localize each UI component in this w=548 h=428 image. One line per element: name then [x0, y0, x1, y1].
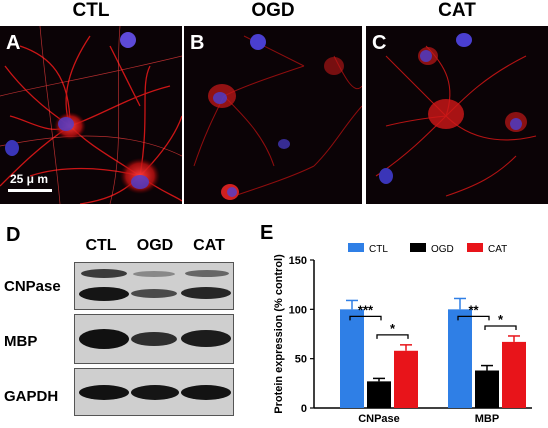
- micrograph-ogd: B: [184, 26, 362, 204]
- column-title-ogd: OGD: [251, 0, 295, 21]
- bar-cnpase-ctl: [340, 309, 364, 408]
- legend-label-ctl: CTL: [369, 244, 388, 255]
- y-axis-label: Protein expression (% control): [273, 254, 285, 414]
- bar-mbp-ctl: [448, 309, 472, 408]
- y-tick-label: 100: [289, 304, 307, 316]
- significance-label: **: [468, 302, 479, 317]
- micrograph-ogd-image: [193, 34, 362, 200]
- legend-label-cat: CAT: [488, 244, 507, 255]
- blot-strip-mbp: [74, 314, 234, 364]
- y-tick-label: 150: [289, 255, 307, 267]
- band-gapdh-ogd: [131, 385, 179, 400]
- panel-letter-b: B: [190, 32, 205, 54]
- blot-strip-gapdh: [74, 368, 234, 416]
- panel-letter-c: C: [372, 32, 387, 54]
- band-cnpase-cat-lower: [181, 287, 231, 299]
- significance-bracket: [376, 334, 409, 339]
- bar-mbp-cat: [502, 341, 526, 408]
- blot-row-mbp: MBP: [4, 333, 38, 350]
- legend-swatch-ogd: [410, 243, 426, 252]
- significance-label: *: [390, 321, 396, 336]
- band-cnpase-ctl-lower: [79, 287, 129, 301]
- band-mbp-ctl: [79, 329, 129, 349]
- significance-bracket: [457, 315, 490, 321]
- significance-label: ***: [358, 302, 374, 317]
- x-category-label-cnpase: CNPase: [358, 413, 400, 425]
- bar-cnpase-cat: [394, 350, 418, 408]
- scale-bar-label: 25 μ m: [10, 172, 49, 186]
- legend-swatch-cat: [467, 243, 483, 252]
- panel-letter-e: E: [260, 222, 274, 244]
- column-title-cat: CAT: [438, 0, 476, 21]
- band-gapdh-ctl: [79, 385, 129, 400]
- blot-row-gapdh: GAPDH: [4, 388, 59, 405]
- blot-lane-ctl: CTL: [85, 237, 117, 254]
- significance-bracket: [484, 325, 517, 330]
- blot-row-cnpase: CNPase: [4, 278, 61, 295]
- blot-strip-cnpase: [74, 262, 234, 310]
- panel-letter-d: D: [6, 224, 21, 246]
- scale-bar: [8, 189, 52, 192]
- band-cnpase-ogd-upper: [133, 271, 175, 277]
- micrograph-ctl: A 25 μ m: [0, 26, 182, 204]
- blot-lane-cat: CAT: [193, 237, 225, 254]
- band-cnpase-ctl-upper: [81, 269, 127, 278]
- panel-letter-a: A: [6, 32, 21, 54]
- micrograph-cat: C: [366, 26, 548, 204]
- legend-swatch-ctl: [348, 243, 364, 252]
- micrograph-cat-image: [375, 33, 537, 197]
- protein-expression-chart: 0 50 100 150 Protein expression (% control) C…: [273, 243, 532, 425]
- significance-bracket: [349, 315, 382, 321]
- blot-lane-ogd: OGD: [136, 237, 174, 254]
- y-tick-label: 0: [301, 403, 307, 415]
- bar-mbp-ogd: [475, 370, 499, 408]
- band-mbp-cat: [181, 330, 231, 347]
- significance-label: *: [498, 312, 504, 327]
- band-cnpase-ogd-lower: [131, 289, 177, 298]
- bar-cnpase-ogd: [367, 381, 391, 408]
- micrograph-ctl-image: [0, 26, 182, 204]
- band-cnpase-cat-upper: [185, 270, 229, 277]
- band-mbp-ogd: [131, 332, 177, 346]
- y-tick-label: 50: [295, 354, 307, 366]
- column-title-ctl: CTL: [72, 0, 110, 21]
- x-category-label-mbp: MBP: [475, 413, 499, 425]
- legend-label-ogd: OGD: [431, 244, 454, 255]
- band-gapdh-cat: [181, 385, 231, 400]
